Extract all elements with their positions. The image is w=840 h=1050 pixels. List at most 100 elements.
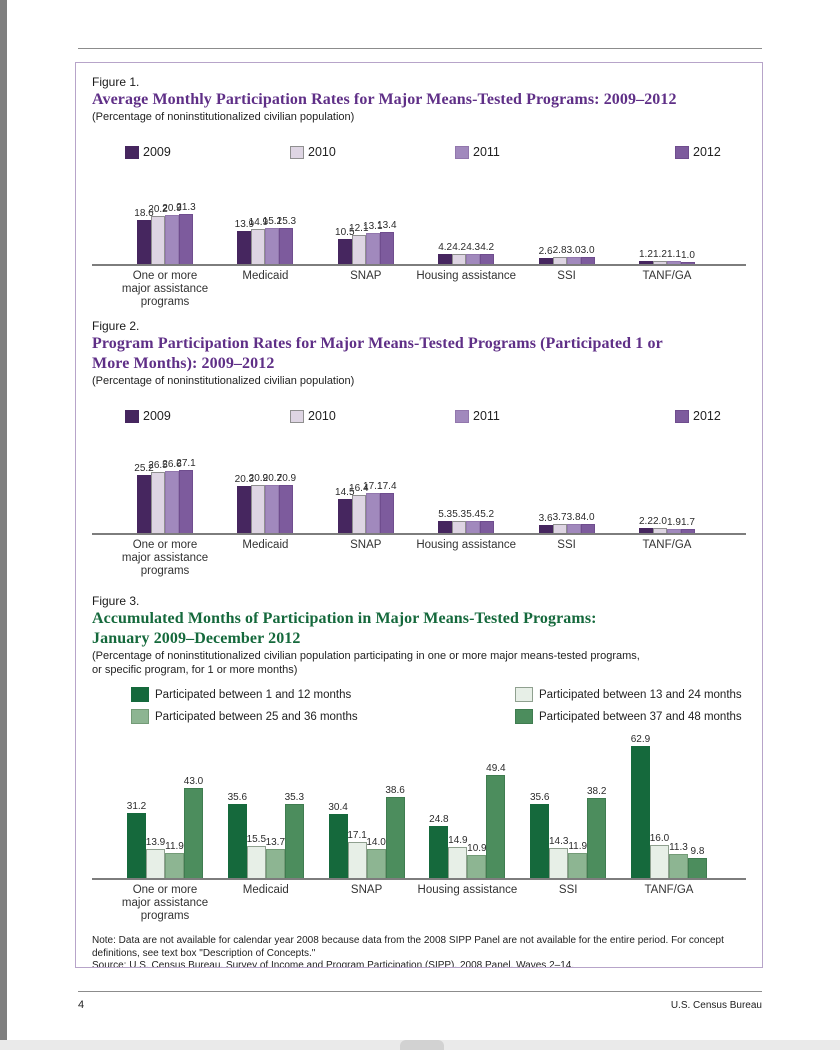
bar-value-label: 13.1 xyxy=(363,221,383,232)
category-label-text: Housing assistance xyxy=(416,539,517,551)
bar-series-3: 3.0 xyxy=(566,245,581,264)
category-label: TANF/GA xyxy=(639,270,695,309)
bar-series-1: 18.6 xyxy=(134,208,154,264)
bar-series-1: 5.3 xyxy=(438,509,453,533)
bar-series-2: 14.9 xyxy=(448,835,468,878)
bar-series-1: 3.6 xyxy=(538,513,553,533)
viewer-bottom-edge xyxy=(0,1040,840,1050)
bar-value-label: 12.1 xyxy=(349,223,369,235)
bar-value-label: 4.2 xyxy=(438,242,453,254)
category-label-text: One or more major assistance programs xyxy=(121,270,209,308)
figure-1-title: Average Monthly Participation Rates for … xyxy=(92,91,677,108)
legend-swatch-icon xyxy=(515,709,533,724)
bar-value-label: 9.8 xyxy=(690,845,705,857)
bar-value-label: 2.2 xyxy=(639,515,653,527)
category-label: One or more major assistance programs xyxy=(122,539,208,578)
legend-swatch-icon xyxy=(290,145,304,159)
legend-item: 2011 xyxy=(455,409,675,423)
bar-series-2: 3.7 xyxy=(552,512,567,533)
bar-value-label: 4.2 xyxy=(452,242,467,254)
bar-value-label: 13.9 xyxy=(234,219,255,231)
bar-series-3: 15.2 xyxy=(263,216,282,264)
bar-value-label: 38.6 xyxy=(385,785,405,797)
category-label-text: Housing assistance xyxy=(417,884,518,896)
bar-value-label: 11.9 xyxy=(165,841,184,853)
legend-label: Participated between 1 and 12 months xyxy=(155,688,352,701)
bar-value-label: 3.6 xyxy=(538,512,553,524)
bar-value-label: 35.6 xyxy=(227,791,248,803)
bar-series-2: 2.8 xyxy=(552,245,567,264)
bar-series-4: 15.3 xyxy=(277,216,296,264)
bar-value-label: 5.3 xyxy=(438,508,453,520)
bar-series-1: 2.6 xyxy=(538,246,553,264)
figure-3-title: Accumulated Months of Participation in M… xyxy=(92,610,597,647)
bar-series-4: 3.0 xyxy=(580,245,595,264)
category-label: SNAP xyxy=(338,270,394,309)
bar-value-label: 11.3 xyxy=(669,842,688,854)
legend-label: 2010 xyxy=(308,145,336,159)
bar-series-1: 14.5 xyxy=(335,487,355,533)
bar-value-label: 4.0 xyxy=(580,511,595,523)
bar-value-label: 30.4 xyxy=(328,802,348,814)
bar-series-3: 10.9 xyxy=(467,843,487,878)
category-label-text: TANF/GA xyxy=(642,539,692,551)
legend-label: 2010 xyxy=(308,409,336,423)
bar-series-3: 3.8 xyxy=(566,512,581,533)
bar-series-1: 24.8 xyxy=(429,814,449,878)
note-text: Note: Data are not available for calenda… xyxy=(92,935,724,959)
legend-swatch-icon xyxy=(515,687,533,702)
category-label: Medicaid xyxy=(228,884,304,923)
figure-2-chart: 25.2 26.5 26.6 27.1 20.3 20.9 20.7 20.9 14.5 16.4… xyxy=(92,458,746,578)
legend-item: Participated between 25 and 36 months xyxy=(131,709,515,724)
header-rule xyxy=(78,48,762,49)
bar-value-label: 3.0 xyxy=(580,244,595,256)
bar-group: 3.6 3.7 3.8 4.0 xyxy=(538,512,595,533)
category-label: SSI xyxy=(539,270,595,309)
category-label-text: Housing assistance xyxy=(416,270,517,282)
bar-value-label: 10.5 xyxy=(335,227,355,239)
bar-group: 30.4 17.1 14.0 38.6 xyxy=(328,785,405,878)
bar-series-4: 1.0 xyxy=(680,250,695,264)
category-axis: One or more major assistance programs Med… xyxy=(92,539,746,578)
bar-series-3: 17.1 xyxy=(363,481,383,533)
legend-item: 2010 xyxy=(290,145,455,159)
bar-series-4: 21.3 xyxy=(176,202,196,264)
bar-value-label: 49.4 xyxy=(486,762,506,774)
category-label: SSI xyxy=(539,539,595,578)
figure-1-label: Figure 1. xyxy=(92,75,140,89)
bar-series-4: 1.7 xyxy=(680,517,695,533)
legend-swatch-icon xyxy=(455,409,469,423)
bar-series-4: 17.4 xyxy=(377,481,397,533)
legend-swatch-icon xyxy=(131,709,149,724)
bar-value-label: 15.5 xyxy=(246,833,267,845)
footer-org: U.S. Census Bureau xyxy=(670,1000,762,1011)
bar-value-label: 17.1 xyxy=(363,481,383,493)
bar-group: 25.2 26.5 26.6 27.1 xyxy=(134,458,196,533)
category-label: Housing assistance xyxy=(418,884,518,923)
category-label: TANF/GA xyxy=(639,539,695,578)
legend-swatch-icon xyxy=(675,145,689,159)
bar-value-label: 18.6 xyxy=(134,208,154,219)
bar-series-2: 5.3 xyxy=(452,509,467,533)
bar-value-label: 10.9 xyxy=(467,843,487,855)
bar-value-label: 21.3 xyxy=(176,201,196,213)
legend-label: 2009 xyxy=(143,409,171,423)
bar-value-label: 38.2 xyxy=(586,786,607,798)
bar-value-label: 13.4 xyxy=(377,220,397,232)
figure-1-chart: 18.6 20.2 20.9 21.3 13.9 14.9 15.2 15.3 10.5 12.1… xyxy=(92,202,746,309)
category-label: Housing assistance xyxy=(416,270,516,309)
bar-series-2: 4.2 xyxy=(452,242,467,264)
figure-1-legend: 2009 2010 2011 2012 xyxy=(92,145,746,159)
bar-value-label: 26.6 xyxy=(162,459,182,471)
bar-value-label: 26.5 xyxy=(148,459,168,471)
bar-series-3: 20.9 xyxy=(162,203,182,264)
bar-value-label: 14.9 xyxy=(248,216,269,228)
figure-2-label: Figure 2. xyxy=(92,319,140,333)
bar-value-label: 14.0 xyxy=(366,836,386,848)
bar-series-2: 14.9 xyxy=(249,217,268,264)
bar-series-3: 4.3 xyxy=(466,242,481,264)
category-label-text: Medicaid xyxy=(242,270,289,282)
bar-value-label: 14.9 xyxy=(448,834,468,846)
legend-label: 2012 xyxy=(693,145,721,159)
bar-series-3: 13.7 xyxy=(266,837,285,878)
